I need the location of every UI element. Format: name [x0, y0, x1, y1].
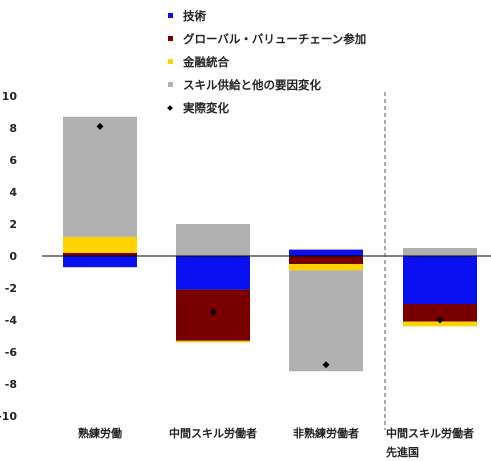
- bar-segment: [176, 224, 250, 256]
- y-tick-label: 0: [9, 250, 17, 263]
- bar-segment: [289, 270, 363, 372]
- x-category-label: 中間スキル労働者: [169, 426, 257, 440]
- y-tick-label: 8: [9, 122, 17, 135]
- y-tick-label: 6: [9, 154, 17, 167]
- legend-label: 技術: [183, 8, 206, 23]
- y-tick-label: -10: [0, 410, 17, 423]
- y-tick-label: 10: [2, 90, 18, 103]
- y-tick-label: -8: [5, 378, 17, 391]
- bar-segment: [176, 340, 250, 343]
- y-tick-label: -2: [5, 282, 17, 295]
- legend-item: スキル供給と他の要因変化: [168, 73, 366, 96]
- bar-segment: [289, 249, 363, 256]
- y-tick-label: 4: [9, 186, 17, 199]
- bar-segment: [403, 248, 477, 256]
- legend-label: スキル供給と他の要因変化: [183, 77, 321, 92]
- bar-segment: [403, 256, 477, 304]
- actual-change-marker: [209, 308, 217, 316]
- legend-label: 金融統合: [183, 54, 229, 69]
- bar-segment: [403, 321, 477, 327]
- x-category-label: 非熟練労働者: [293, 426, 359, 440]
- legend-item: グローバル・バリューチェーン参加: [168, 27, 366, 50]
- legend-label: グローバル・バリューチェーン参加: [183, 31, 367, 46]
- bar-segment: [63, 252, 137, 256]
- y-tick-label: -6: [5, 346, 18, 359]
- legend-item: 技術: [168, 4, 366, 27]
- bar-segment: [289, 264, 363, 271]
- actual-change-marker: [322, 361, 330, 369]
- legend-swatch: [168, 59, 173, 64]
- legend-swatch: [168, 82, 173, 87]
- legend-swatch: [168, 36, 173, 41]
- bar-segment: [403, 304, 477, 322]
- y-tick-label: 2: [9, 218, 17, 231]
- legend-label: 実際変化: [183, 100, 229, 115]
- bar-segment: [63, 256, 137, 268]
- x-category-label: 熟練労働: [78, 426, 122, 440]
- bar-segment: [63, 116, 137, 237]
- group-label: 先進国: [386, 445, 419, 459]
- legend-item: 金融統合: [168, 50, 366, 73]
- actual-change-marker: [436, 316, 444, 324]
- bars: [63, 116, 477, 372]
- bar-segment: [63, 236, 137, 253]
- x-category-label: 中間スキル労働者: [386, 426, 474, 440]
- y-tick-label: -4: [5, 314, 18, 327]
- y-axis: -10 -8 -6 -4 -2 0 2 4 6 8 10: [0, 90, 17, 423]
- actual-change-markers: [96, 122, 444, 369]
- actual-change-marker: [96, 122, 104, 130]
- bar-segment: [289, 256, 363, 264]
- legend-item: 実際変化: [167, 96, 366, 119]
- legend-swatch: [168, 13, 173, 18]
- chart-legend: 技術グローバル・バリューチェーン参加 金融統合スキル供給と他の要因変化 実際変化: [167, 4, 366, 119]
- bar-segment: [176, 256, 250, 290]
